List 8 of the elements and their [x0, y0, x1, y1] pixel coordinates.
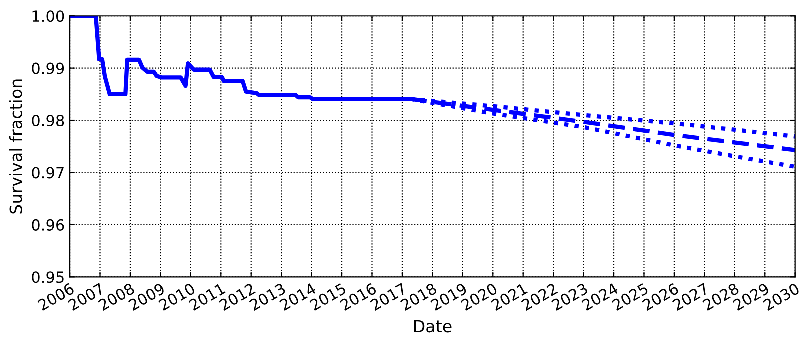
y-tick-label: 0.99 — [32, 62, 64, 74]
y-tick-label: 0.97 — [32, 167, 64, 179]
y-axis-title: Survival fraction — [9, 80, 22, 214]
y-tick-label: 0.95 — [32, 272, 64, 284]
x-axis-title: Date — [414, 320, 452, 333]
y-tick-label: 0.98 — [32, 114, 64, 127]
y-tick-label: 0.96 — [32, 219, 64, 231]
y-tick-label: 1.00 — [32, 10, 64, 22]
